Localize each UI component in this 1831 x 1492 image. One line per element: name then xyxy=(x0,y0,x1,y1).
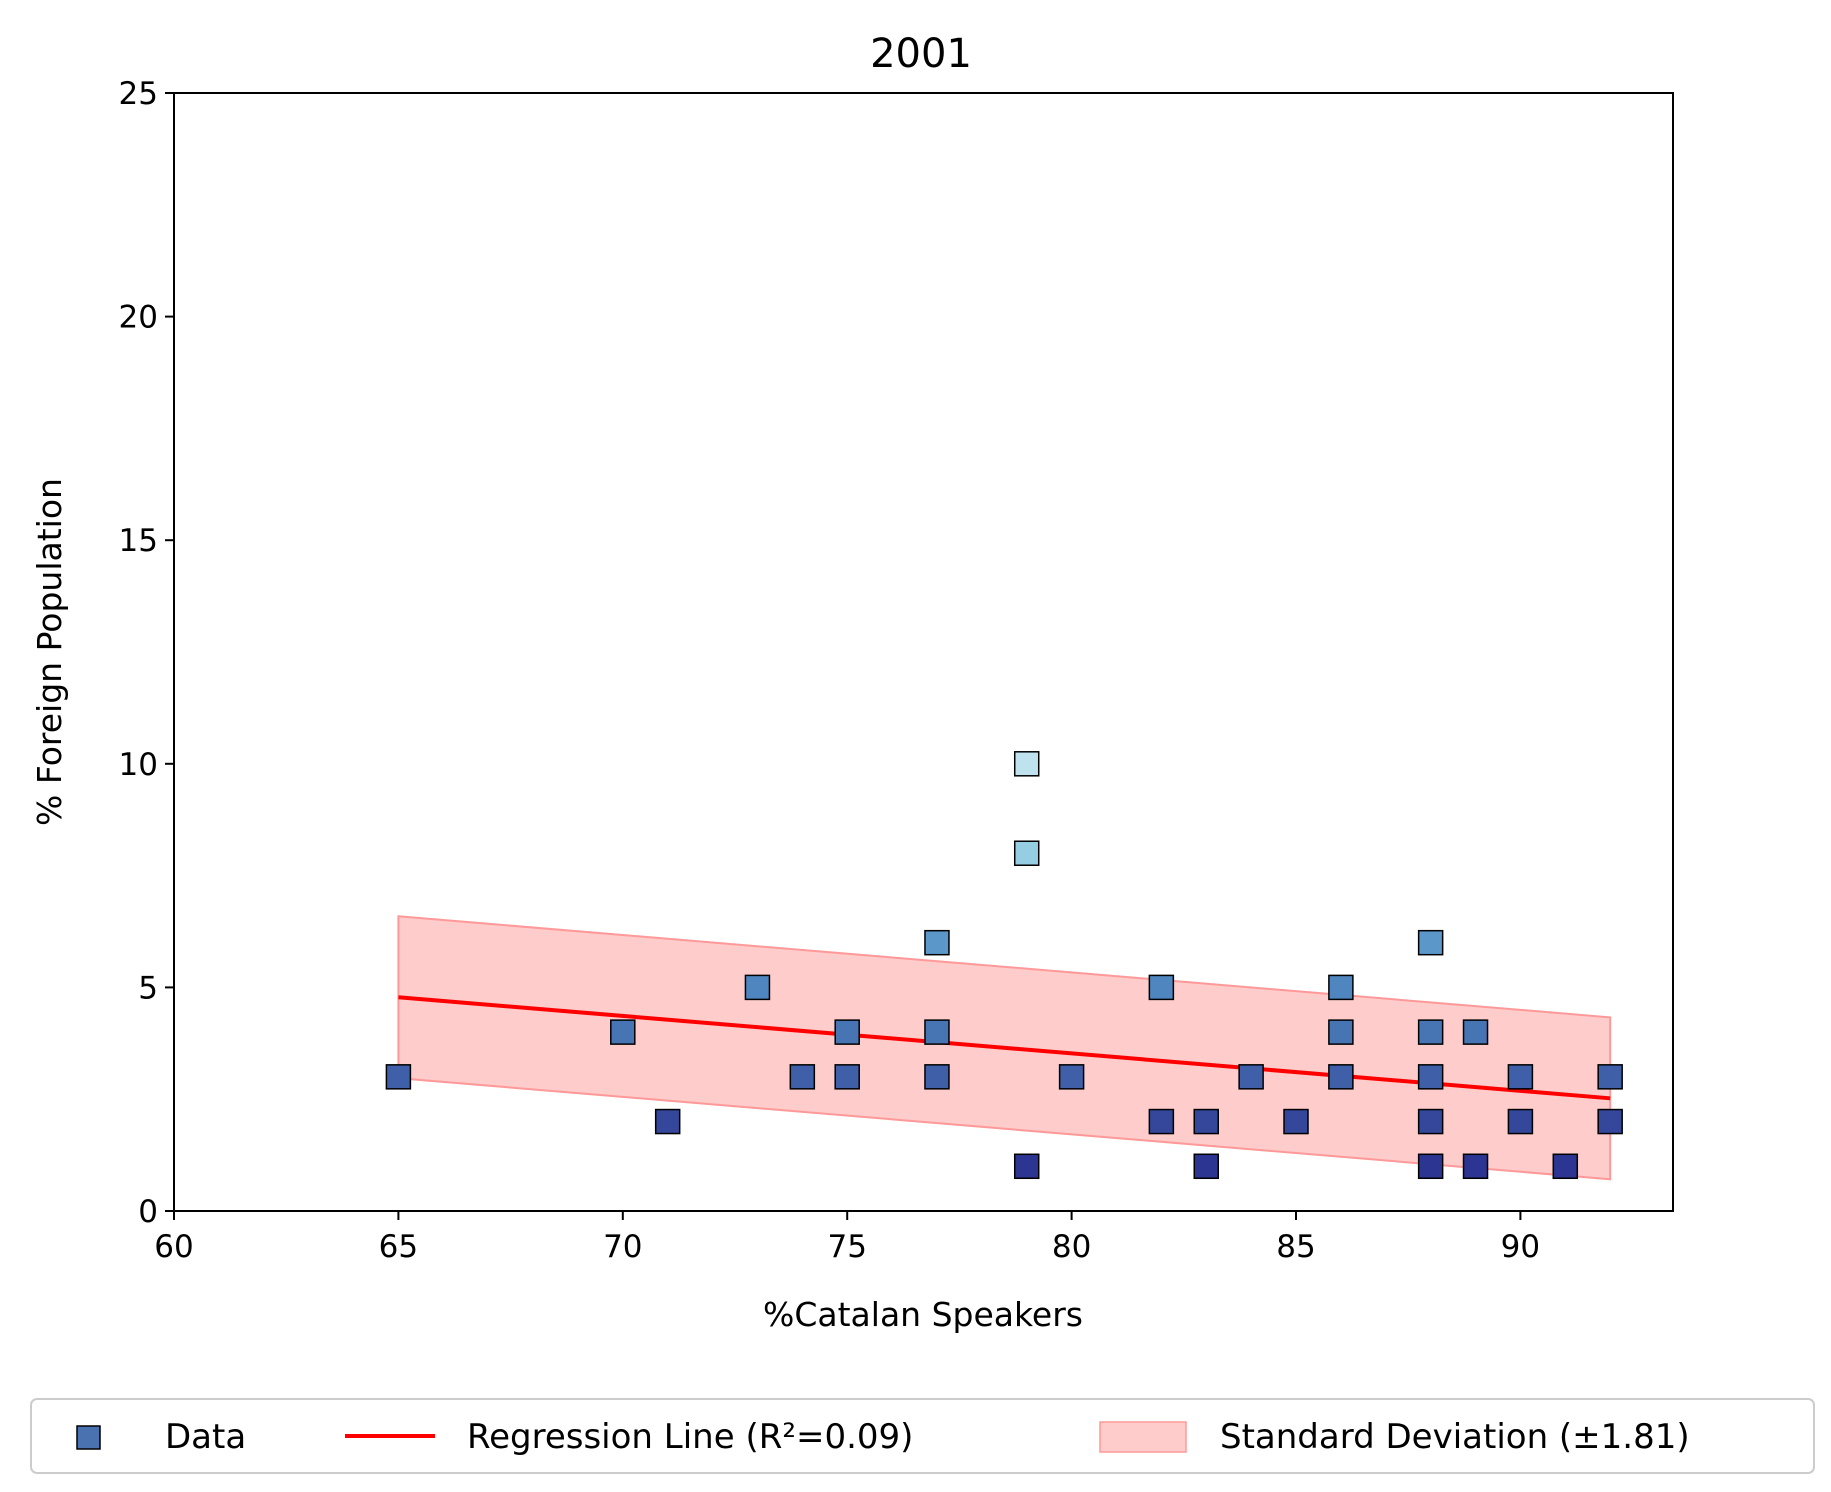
data-point xyxy=(924,1019,950,1045)
data-point xyxy=(1597,1064,1623,1090)
y-axis-ticks: 0 5 10 15 20 25 xyxy=(119,76,174,1230)
data-point xyxy=(1462,1153,1489,1180)
plot-frame xyxy=(173,92,1674,1212)
legend-data-marker xyxy=(76,1425,101,1450)
data-point xyxy=(1013,751,1040,777)
data-point xyxy=(1058,1064,1085,1090)
x-tick-label: 60 xyxy=(154,1229,193,1265)
y-tick-label: 20 xyxy=(119,300,158,336)
y-tick-label: 15 xyxy=(119,523,158,559)
data-point xyxy=(654,1108,681,1135)
data-point xyxy=(1148,974,1175,1001)
x-tick-label: 85 xyxy=(1276,1229,1315,1265)
data-point xyxy=(789,1064,816,1090)
legend-data-label: Data xyxy=(165,1417,246,1457)
data-point xyxy=(610,1019,636,1045)
data-point xyxy=(1417,1153,1444,1180)
x-axis-label: %Catalan Speakers xyxy=(763,1295,1083,1334)
data-point xyxy=(1193,1153,1219,1180)
data-point xyxy=(1328,1064,1354,1090)
legend: Data Regression Line (R²=0.09) Standard … xyxy=(30,1398,1815,1474)
data-point xyxy=(1507,1064,1534,1090)
data-point xyxy=(924,1064,950,1090)
data-point xyxy=(1507,1108,1534,1135)
x-tick-label: 75 xyxy=(827,1229,866,1265)
data-point xyxy=(924,929,950,956)
x-tick-label: 80 xyxy=(1052,1229,1091,1265)
data-point xyxy=(1597,1108,1623,1135)
legend-std-swatch xyxy=(1099,1421,1187,1453)
data-point xyxy=(744,974,771,1001)
y-tick-label: 10 xyxy=(119,747,158,783)
y-tick-label: 5 xyxy=(138,970,158,1006)
data-points-layer xyxy=(385,751,1623,1180)
data-point xyxy=(1283,1108,1309,1135)
data-point xyxy=(1328,1019,1354,1045)
regression-layer xyxy=(398,995,1611,1101)
y-tick-label: 25 xyxy=(119,76,158,112)
legend-std-label: Standard Deviation (±1.81) xyxy=(1220,1417,1690,1457)
data-point xyxy=(1013,1153,1040,1180)
data-point xyxy=(1552,1153,1579,1180)
y-axis-label: % Foreign Population xyxy=(30,478,69,826)
data-point xyxy=(1417,929,1444,956)
data-point xyxy=(834,1019,860,1045)
x-tick-label: 70 xyxy=(603,1229,642,1265)
data-point xyxy=(1193,1108,1219,1135)
legend-regression-label: Regression Line (R²=0.09) xyxy=(467,1417,913,1457)
data-point xyxy=(1013,840,1040,866)
data-point xyxy=(1417,1064,1444,1090)
x-tick-label: 90 xyxy=(1501,1229,1540,1265)
y-tick-label: 0 xyxy=(138,1194,158,1230)
x-axis-ticks: 60 65 70 75 80 85 90 xyxy=(154,1211,1540,1265)
x-tick-label: 65 xyxy=(379,1229,418,1265)
data-point xyxy=(1462,1019,1489,1045)
data-point xyxy=(385,1064,412,1090)
data-point xyxy=(1417,1019,1444,1045)
data-point xyxy=(1238,1064,1264,1090)
regression-line xyxy=(398,995,1611,1101)
data-point xyxy=(834,1064,860,1090)
data-point xyxy=(1328,974,1354,1001)
data-point xyxy=(1148,1108,1175,1135)
data-point xyxy=(1417,1108,1444,1135)
legend-frame xyxy=(30,1398,1815,1474)
chart-title: 2001 xyxy=(870,31,972,77)
